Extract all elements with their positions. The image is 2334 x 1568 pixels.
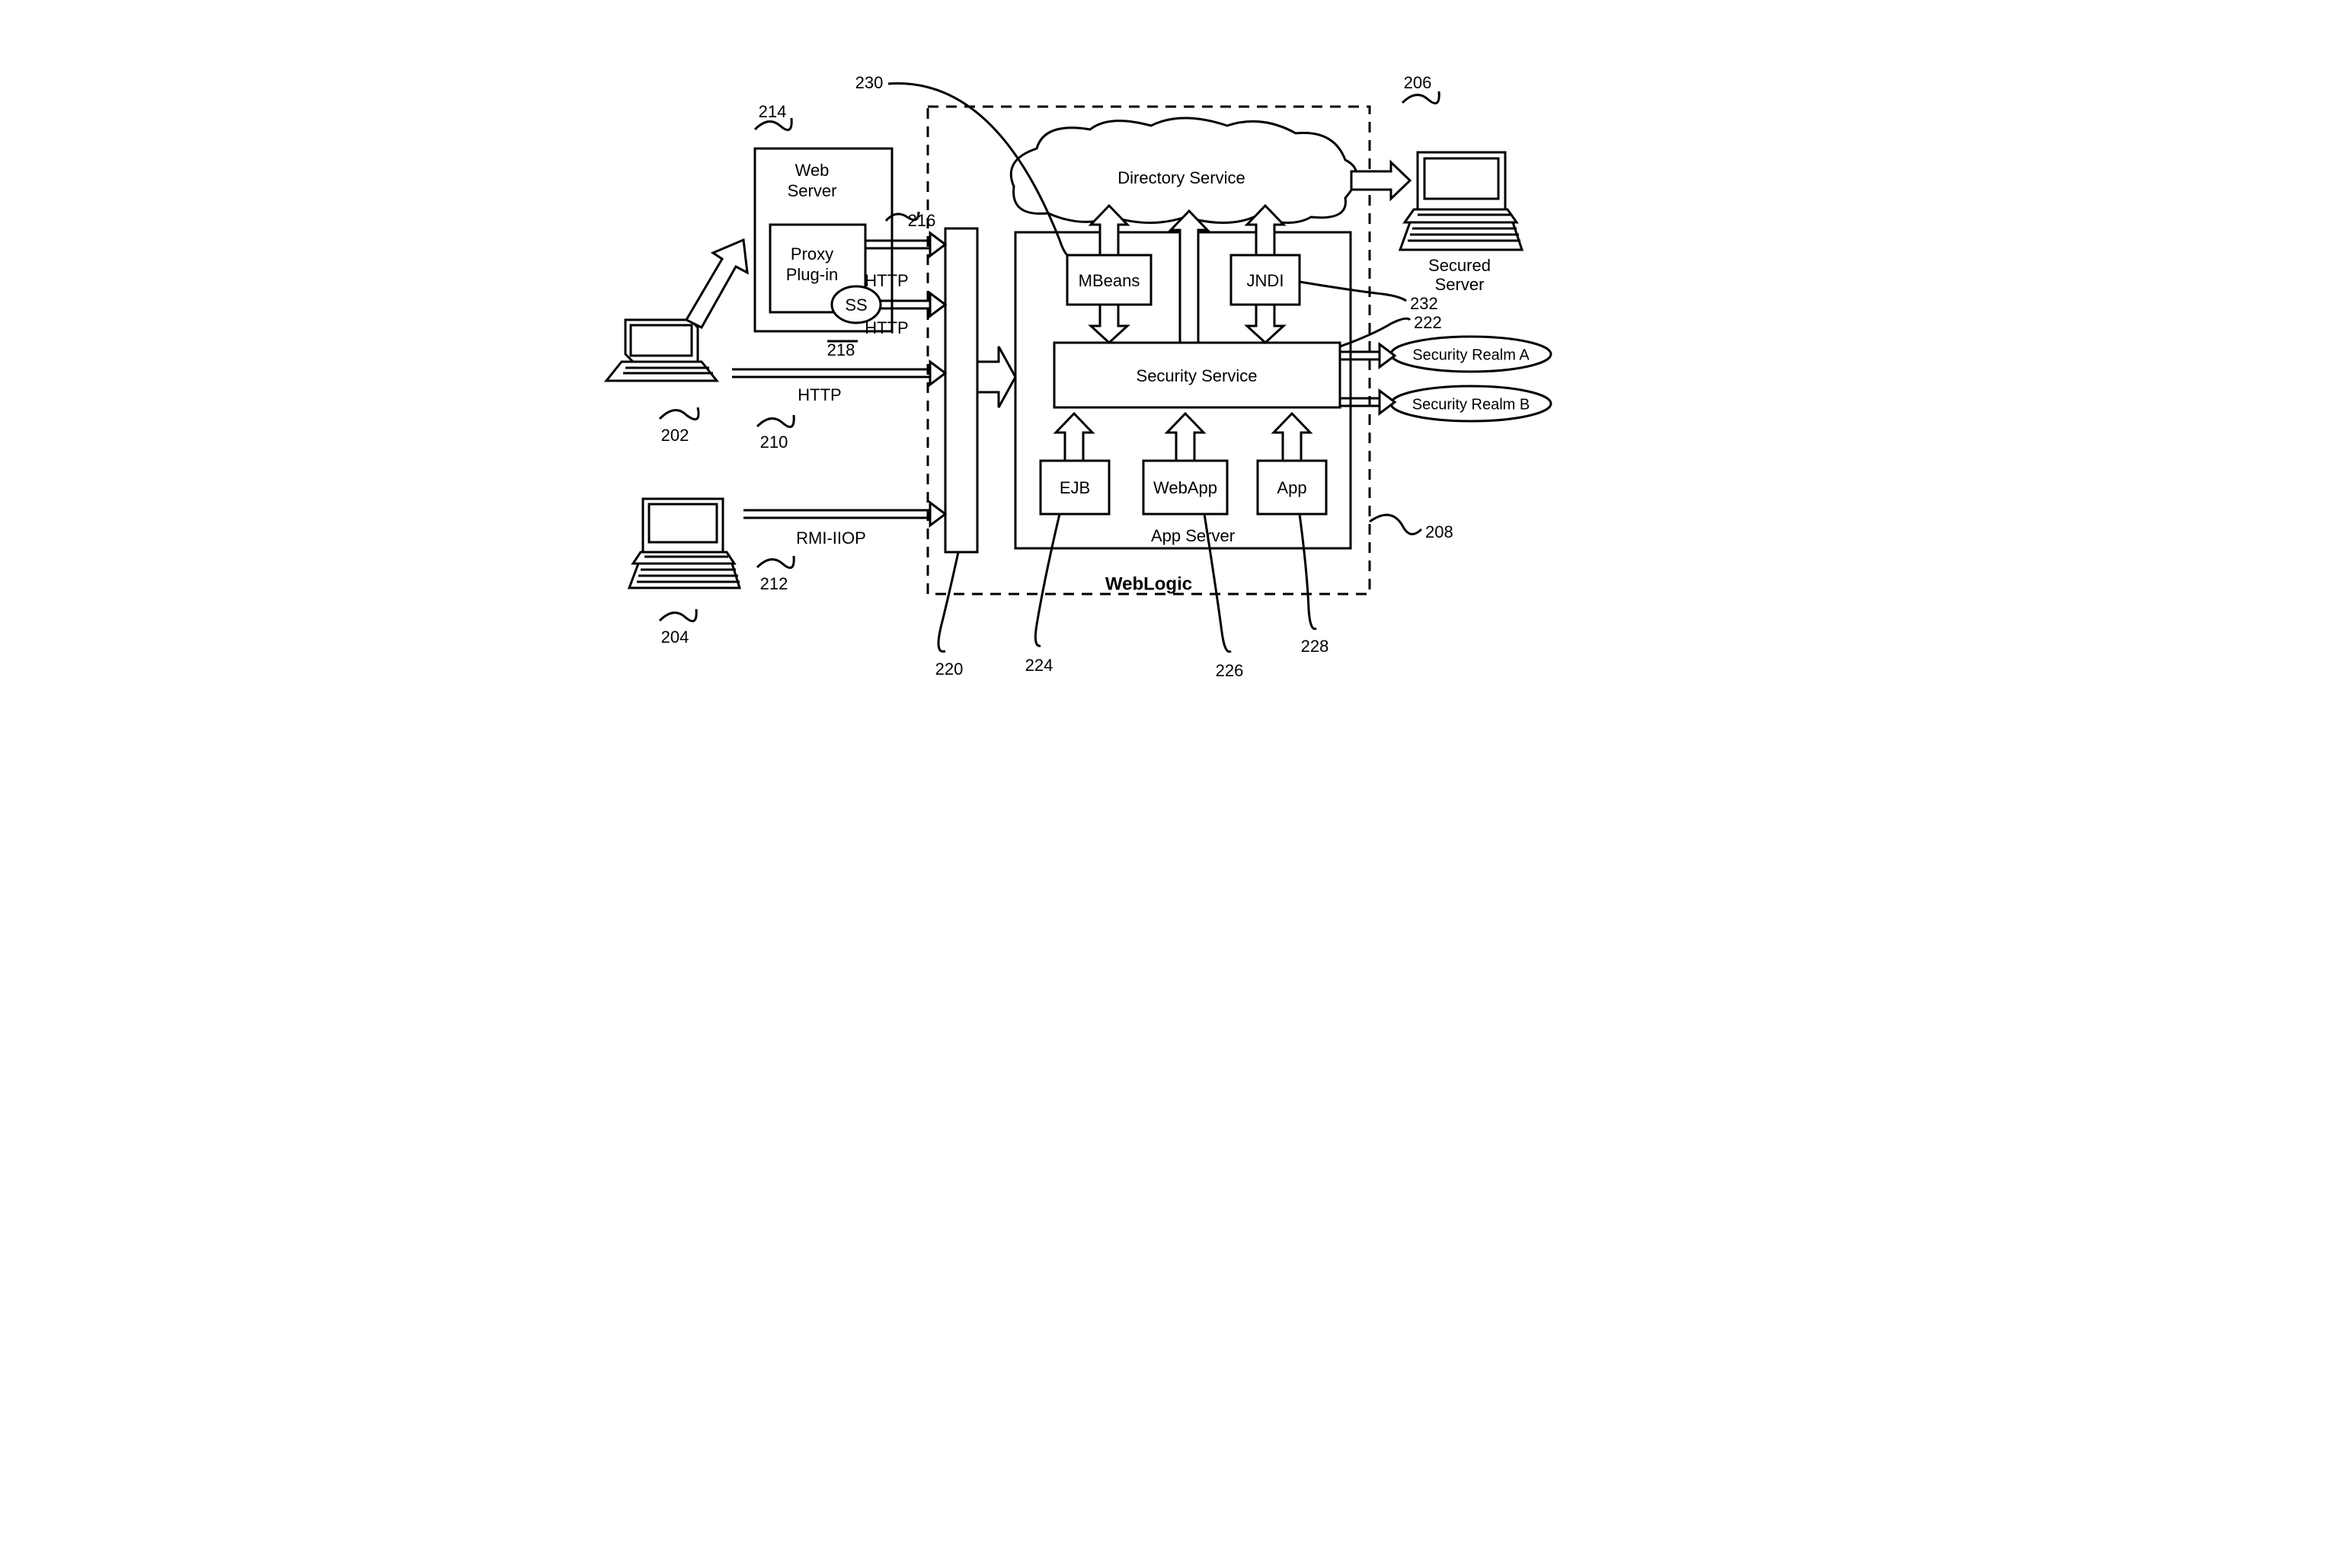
ref-leader-212 bbox=[757, 556, 794, 568]
realm-a-label: Security Realm A bbox=[1412, 346, 1530, 363]
ref-230: 230 bbox=[855, 73, 884, 92]
proxy-label-2: Plug-in bbox=[786, 265, 838, 284]
security-label: Security Service bbox=[1137, 366, 1258, 385]
ref-220: 220 bbox=[935, 659, 964, 679]
secured-server-label-2: Server bbox=[1435, 275, 1485, 294]
directory-label: Directory Service bbox=[1117, 168, 1245, 187]
arrow-rmi-iiop bbox=[743, 503, 945, 525]
ejb-label: EJB bbox=[1060, 478, 1090, 497]
ref-leader-210 bbox=[757, 415, 794, 427]
ref-216: 216 bbox=[908, 211, 936, 230]
app-server-label: App Server bbox=[1151, 526, 1235, 545]
ref-leader-220 bbox=[938, 552, 958, 652]
ref-leader-208 bbox=[1370, 515, 1421, 534]
ref-226: 226 bbox=[1216, 661, 1244, 680]
rmi-label: RMI-IIOP bbox=[796, 529, 866, 548]
ref-228: 228 bbox=[1301, 637, 1329, 656]
http-label-210: HTTP bbox=[798, 385, 841, 404]
ref-leader-204 bbox=[660, 609, 696, 621]
ref-218: 218 bbox=[827, 340, 855, 359]
web-server-label-1: Web bbox=[795, 161, 830, 180]
ref-202: 202 bbox=[661, 426, 689, 445]
ref-210: 210 bbox=[760, 433, 788, 452]
realm-b-label: Security Realm B bbox=[1412, 396, 1530, 413]
ref-leader-202 bbox=[660, 407, 699, 420]
http-label-216: HTTP bbox=[865, 271, 908, 290]
arrow-gateway-big bbox=[977, 346, 1015, 407]
jndi-label: JNDI bbox=[1247, 271, 1284, 290]
http-label-218: HTTP bbox=[865, 318, 908, 337]
secured-server-label-1: Secured bbox=[1428, 256, 1491, 275]
ss-ellipse: SS bbox=[832, 286, 881, 323]
weblogic-label: WebLogic bbox=[1105, 573, 1192, 594]
diagram: 202 204 Web Server 214 Proxy Plug-in SS … bbox=[584, 0, 1750, 784]
desktop-client-icon bbox=[629, 499, 740, 588]
gateway-box bbox=[945, 228, 977, 552]
arrow-http-direct bbox=[732, 362, 945, 385]
arrow-cloud-to-secured bbox=[1351, 162, 1410, 199]
ref-224: 224 bbox=[1025, 656, 1053, 675]
ref-212: 212 bbox=[760, 574, 788, 593]
ref-204: 204 bbox=[661, 628, 689, 647]
app-label: App bbox=[1277, 478, 1306, 497]
ref-leader-206 bbox=[1402, 91, 1439, 104]
laptop-icon bbox=[606, 320, 717, 381]
ref-232: 232 bbox=[1410, 294, 1438, 313]
proxy-label-1: Proxy bbox=[791, 244, 833, 263]
mbeans-label: MBeans bbox=[1079, 271, 1140, 290]
ss-label: SS bbox=[845, 295, 867, 315]
web-server-label-2: Server bbox=[788, 181, 837, 200]
arrow-laptop-to-webserver bbox=[686, 240, 747, 327]
directory-service-cloud: Directory Service bbox=[1011, 118, 1357, 223]
secured-server-icon bbox=[1400, 152, 1522, 250]
ref-222: 222 bbox=[1414, 313, 1442, 332]
ref-206: 206 bbox=[1404, 73, 1432, 92]
ref-214: 214 bbox=[759, 102, 787, 121]
webapp-label: WebApp bbox=[1153, 478, 1217, 497]
ref-208: 208 bbox=[1425, 522, 1453, 541]
